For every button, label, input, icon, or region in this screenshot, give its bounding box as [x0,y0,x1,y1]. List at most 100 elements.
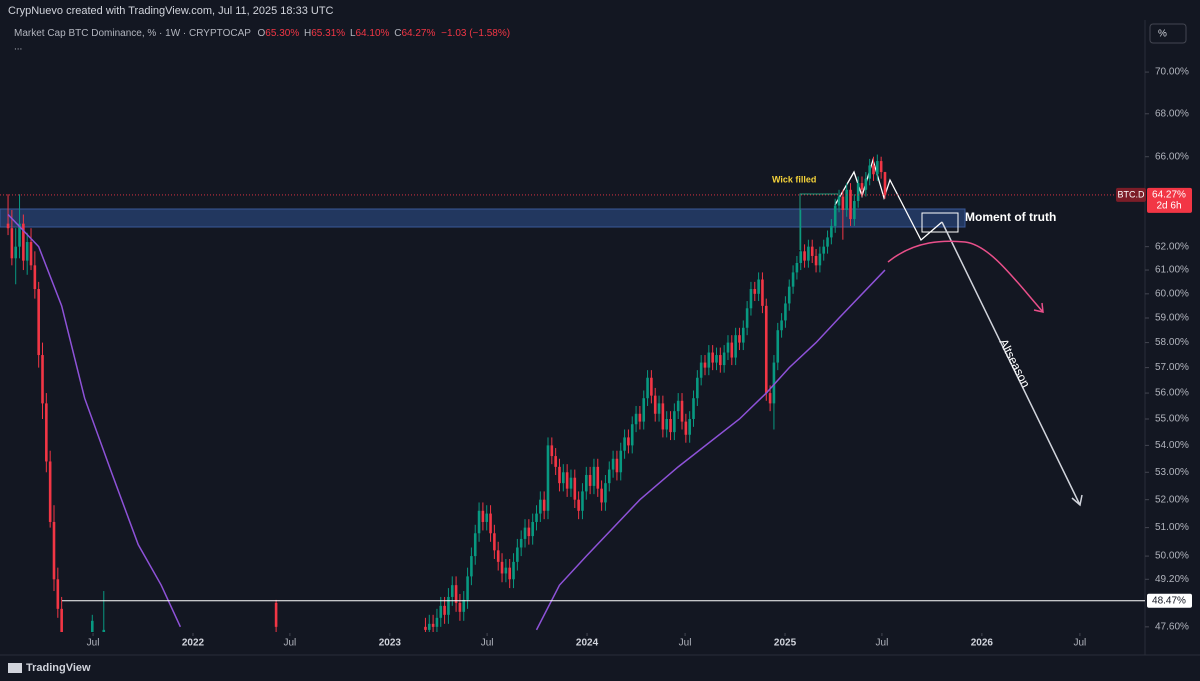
candle-body [630,424,634,446]
candle-body [48,461,52,522]
candle-body [814,255,818,266]
candle-body [60,608,63,632]
candle-body [738,335,741,343]
candle-body [458,602,462,612]
y-tick-label: 59.00% [1155,313,1189,324]
candle-body [439,605,443,618]
candle-body [450,585,454,597]
candle-body [841,196,845,211]
candle-body [562,472,565,484]
candle-body [431,623,435,627]
y-tick-label: 66.00% [1155,151,1189,162]
candle-body [646,377,649,399]
ohlc-label: H [304,28,311,39]
scale-button-label[interactable]: % [1158,29,1167,40]
candle-body [611,458,615,470]
moving-average [7,214,886,631]
candle-body [845,189,848,211]
ohlc-value: 65.31% [311,28,345,39]
ohlc-value: 65.30% [265,28,299,39]
candle-body [734,335,737,358]
candle-body [22,223,25,261]
candle-body [485,513,489,522]
candle-body [516,547,519,562]
candle-body [772,362,776,404]
candle-body [424,626,427,630]
candle-body [596,466,600,489]
candle-body [33,265,37,290]
y-tick-label: 47.60% [1155,621,1189,632]
candle-body [550,445,554,457]
candle-body [807,246,810,261]
candle-body [52,521,56,580]
candle-body [787,286,791,304]
zone [0,208,966,228]
plot-area [0,154,1145,632]
scale-button[interactable] [1149,23,1187,44]
candle-body [791,272,795,287]
candle-body [508,567,511,580]
candle-body [435,617,439,627]
y-tick-label: 62.00% [1155,241,1189,252]
candle-body [493,533,496,551]
candle-body [849,189,852,220]
candle-body [531,521,534,537]
candle-body [462,599,466,612]
logo-icon [8,663,22,673]
candle-body [803,251,806,261]
candle-body [883,172,887,195]
candle-body [776,330,780,363]
candle-body [519,538,523,548]
candle-body [872,165,875,175]
candle-body [711,352,714,363]
y-tick-label: 52.00% [1155,494,1189,505]
candle-body [699,362,703,378]
candle-body [780,320,783,331]
x-tick-label: 2026 [971,638,994,649]
candle-body [473,533,477,557]
candle-body [29,242,33,266]
candle-body [661,403,665,430]
candle-body [623,437,626,451]
candle-body [692,398,695,419]
candle-body [41,355,44,404]
candle-body [757,279,760,294]
candle-body [569,477,573,489]
x-tick-label: 2024 [576,638,599,649]
x-tick-label: 2025 [774,638,797,649]
candle-body [443,605,446,615]
x-tick-label: Jul [679,638,692,649]
candle-body [642,398,646,422]
x-tick-label: Jul [876,638,889,649]
candle-body [730,342,734,358]
candle-body [500,561,504,574]
candle-body [539,499,542,514]
candle-body [665,418,669,430]
candle-body [860,183,864,190]
candle-body [489,513,492,534]
candle-body [879,161,883,173]
candle-body [853,200,856,220]
y-tick-label: 70.00% [1155,67,1189,78]
y-tick-label: 61.00% [1155,265,1189,276]
candle-body [546,445,550,511]
credit: CrypNuevo created with TradingView.com, … [8,5,334,17]
symbol-box [1116,187,1146,202]
more[interactable]: ... [14,42,22,53]
candle-body [447,596,450,615]
candle-body [810,246,814,256]
x-tick-label: Jul [481,638,494,649]
candle-body [14,246,18,259]
candle-body [527,527,531,537]
ohlc-label: C [394,28,401,39]
candle-body [592,466,596,486]
annotation: Wick filled [772,174,816,184]
x-tick-label: Jul [87,638,100,649]
candle-body [638,413,642,422]
change: −1.03 (−1.58%) [441,28,510,39]
hline-label-box [1147,593,1192,608]
candle-body [558,466,561,484]
ohlc-value: 64.10% [356,28,390,39]
